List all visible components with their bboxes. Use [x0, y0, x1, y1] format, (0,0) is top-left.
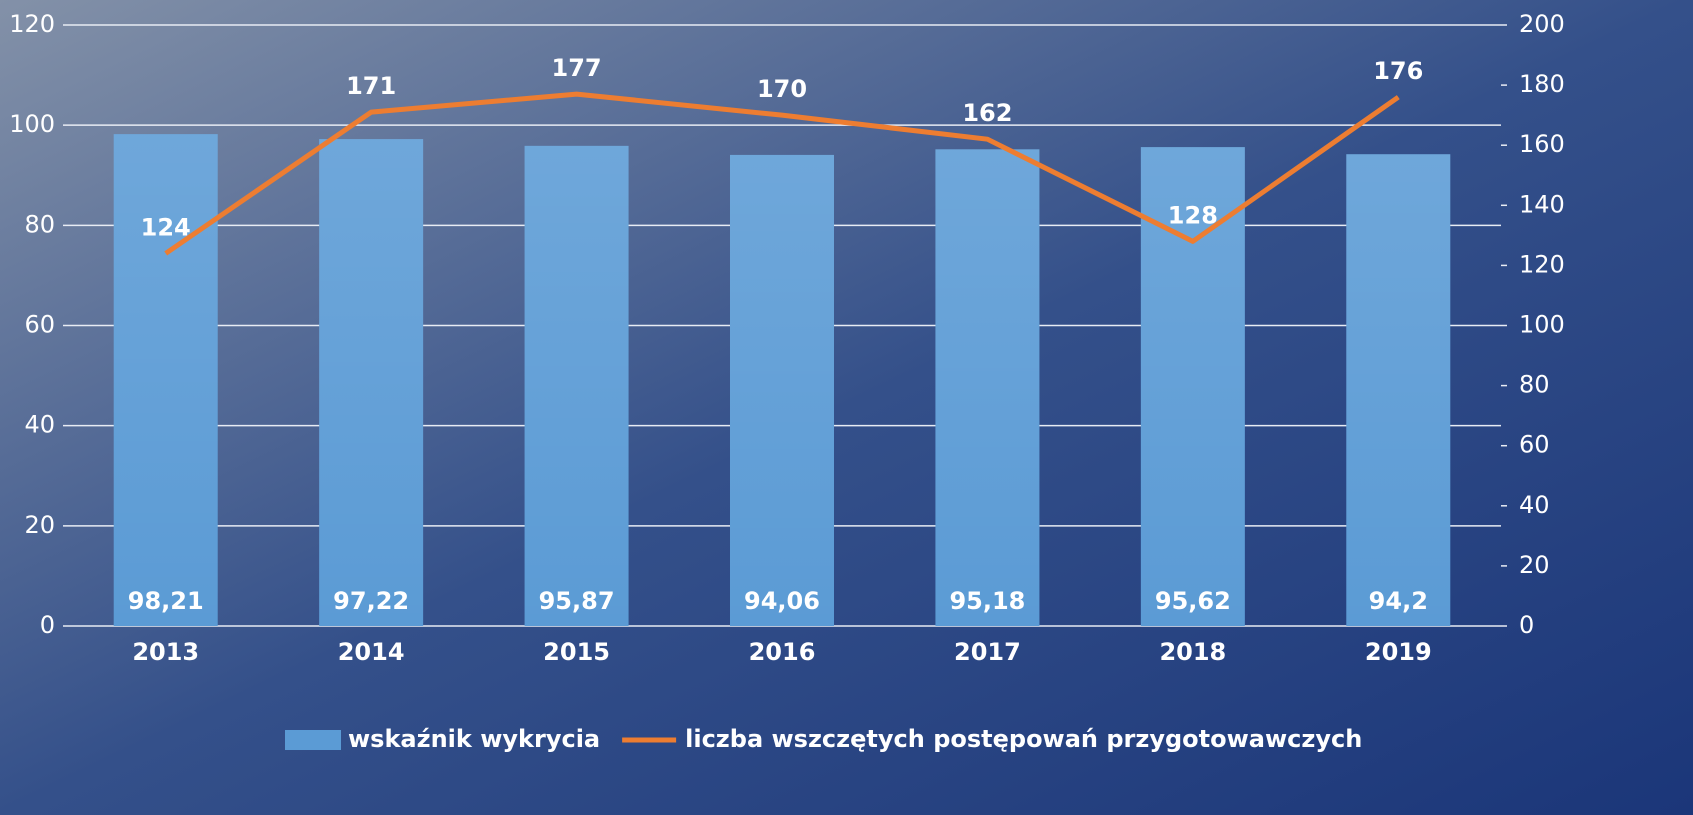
- bar-sheen: [935, 149, 1040, 627]
- bar-sheen: [524, 145, 629, 627]
- line-value-label: 177: [552, 54, 602, 82]
- line-value-label: 170: [757, 75, 807, 103]
- y-tick-label: 100: [9, 110, 55, 138]
- y-tick-label: 60: [24, 311, 55, 339]
- y2-tick-label: 40: [1519, 491, 1550, 519]
- line: [164, 91, 1400, 256]
- x-tick-label: 2016: [749, 638, 816, 666]
- legend-label: wskaźnik wykrycia: [348, 725, 600, 753]
- line-value-label: 176: [1373, 57, 1423, 85]
- bar-sheen: [1346, 154, 1451, 626]
- y2-tick-label: 180: [1519, 70, 1565, 98]
- bar-value-label: 95,87: [539, 587, 615, 615]
- y-tick-label: 40: [24, 411, 55, 439]
- bar-value-label: 94,06: [744, 587, 820, 615]
- bar-sheen: [319, 139, 424, 626]
- x-tick-label: 2013: [132, 638, 199, 666]
- line-value-label: 128: [1168, 201, 1218, 229]
- legend-swatch: [285, 730, 341, 750]
- y-tick-label: 80: [24, 210, 55, 238]
- bar-sheen: [113, 134, 218, 626]
- y2-tick-label: 120: [1519, 250, 1565, 278]
- bar-value-label: 98,21: [128, 587, 204, 615]
- line-value-label: 171: [346, 72, 396, 100]
- y2-tick-label: 20: [1519, 551, 1550, 579]
- bar-sheen: [730, 154, 834, 626]
- y2-tick-label: 140: [1519, 190, 1565, 218]
- x-tick-label: 2017: [954, 638, 1021, 666]
- y2-tick-label: 100: [1519, 311, 1565, 339]
- y-tick-label: 120: [9, 10, 55, 38]
- bar-sheen: [1140, 147, 1245, 627]
- y2-tick-label: 160: [1519, 130, 1565, 158]
- bar-value-label: 95,62: [1155, 587, 1231, 615]
- y2-tick-label: 200: [1519, 10, 1565, 38]
- y-tick-label: 0: [40, 611, 55, 639]
- x-tick-label: 2018: [1159, 638, 1226, 666]
- bar-value-label: 94,2: [1369, 587, 1428, 615]
- x-tick-label: 2015: [543, 638, 610, 666]
- x-tick-label: 2019: [1365, 638, 1432, 666]
- bar-value-label: 97,22: [333, 587, 409, 615]
- line-value-label: 124: [141, 213, 191, 241]
- y2-tick-label: 0: [1519, 611, 1534, 639]
- y2-tick-label: 80: [1519, 371, 1550, 399]
- y-tick-label: 20: [24, 511, 55, 539]
- y2-tick-label: 60: [1519, 431, 1550, 459]
- legend-label: liczba wszczętych postępowań przygotowaw…: [685, 725, 1362, 753]
- bar-value-label: 95,18: [949, 587, 1025, 615]
- line-value-label: 162: [962, 99, 1012, 127]
- x-tick-label: 2014: [338, 638, 405, 666]
